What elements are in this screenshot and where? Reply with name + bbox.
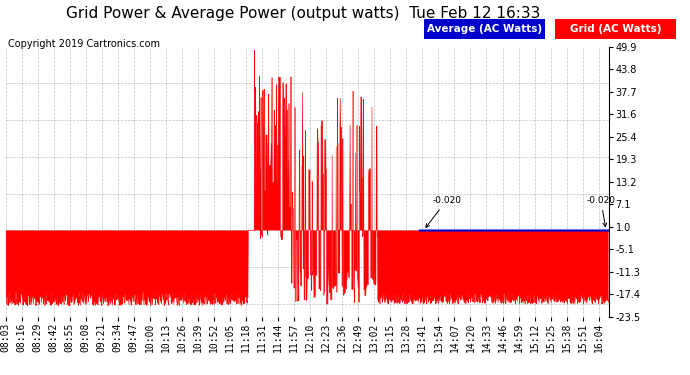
Text: Copyright 2019 Cartronics.com: Copyright 2019 Cartronics.com [8, 39, 160, 50]
Text: Grid Power & Average Power (output watts)  Tue Feb 12 16:33: Grid Power & Average Power (output watts… [66, 6, 541, 21]
Text: Grid (AC Watts): Grid (AC Watts) [570, 24, 662, 34]
Text: Average (AC Watts): Average (AC Watts) [427, 24, 542, 34]
Text: -0.020: -0.020 [426, 196, 461, 228]
Text: -0.020: -0.020 [586, 196, 615, 227]
